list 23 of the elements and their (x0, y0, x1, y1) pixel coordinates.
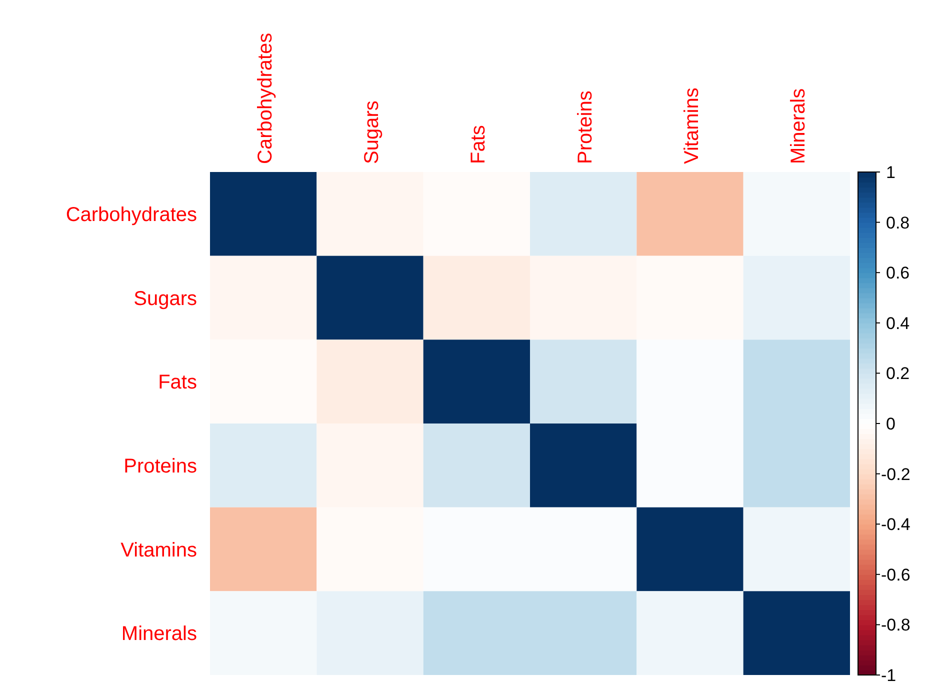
x-tick-label: Sugars (361, 100, 383, 164)
x-tick-label: Fats (468, 125, 490, 164)
color-bar-label: 0.6 (886, 264, 910, 283)
color-bar-label: 0 (886, 414, 896, 434)
y-tick-label: Minerals (121, 623, 197, 646)
color-bar-label: -0.2 (881, 464, 910, 484)
color-bar-label: -0.8 (881, 616, 910, 635)
y-tick-label: Proteins (124, 455, 197, 478)
color-bar-label: -1 (881, 666, 896, 685)
x-tick-label: Minerals (788, 88, 810, 164)
y-tick-label: Vitamins (120, 539, 197, 562)
color-bar-label: 0.8 (886, 213, 910, 232)
color-bar-label: 1 (886, 163, 896, 182)
color-bar-label: 0.2 (886, 364, 910, 384)
x-tick-label: Vitamins (681, 88, 703, 164)
y-tick-label: Sugars (134, 288, 197, 310)
y-tick-label: Fats (158, 372, 197, 394)
color-bar-label: -0.4 (881, 515, 910, 534)
y-tick-label: Carbohydrates (66, 204, 197, 226)
x-tick-label: Proteins (574, 90, 596, 164)
color-bar-label: -0.6 (881, 565, 910, 584)
color-bar-label: 0.4 (886, 314, 910, 333)
x-tick-label: Carbohydrates (254, 32, 276, 164)
